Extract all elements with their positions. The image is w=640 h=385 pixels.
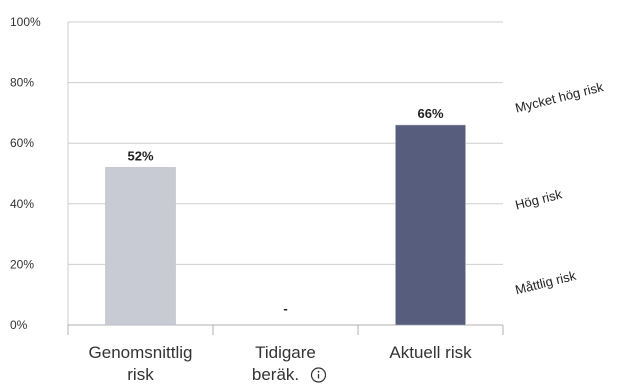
info-circle-icon[interactable]	[310, 367, 327, 383]
y-tick-label: 40%	[10, 197, 34, 211]
info-circle-icon-ring	[310, 367, 327, 383]
risk-zone-label: Hög risk	[514, 186, 564, 212]
category-label: beräk.	[252, 365, 299, 384]
category-label: risk	[127, 365, 154, 384]
risk-zone-label: Måttlig risk	[514, 268, 578, 298]
data-labels: 52% - 66%	[127, 106, 443, 316]
y-tick-label: 80%	[10, 76, 34, 90]
data-label: -	[283, 301, 287, 316]
bars	[105, 124, 466, 326]
risk-zone-label: Mycket hög risk	[514, 79, 606, 116]
category-label: Tidigare	[255, 343, 316, 362]
y-tick-label: 0%	[10, 318, 28, 332]
info-circle-icon-dot	[317, 370, 320, 373]
y-tick-label: 20%	[10, 257, 34, 271]
category-labels: Genomsnittlig risk Tidigare beräk. Aktuell r…	[89, 343, 473, 384]
risk-zone-labels: Måttlig risk Hög risk Mycket hög risk	[514, 79, 606, 297]
data-label: 52%	[127, 148, 153, 163]
y-tick-label: 60%	[10, 136, 34, 150]
bar	[395, 124, 466, 326]
category-label: Aktuell risk	[389, 343, 472, 362]
bar	[105, 167, 176, 326]
data-label: 66%	[417, 106, 443, 121]
y-tick-label: 100%	[10, 15, 41, 29]
axes: 0% 20% 40% 60% 80% 100%	[10, 15, 504, 335]
category-label: Genomsnittlig	[89, 343, 193, 362]
